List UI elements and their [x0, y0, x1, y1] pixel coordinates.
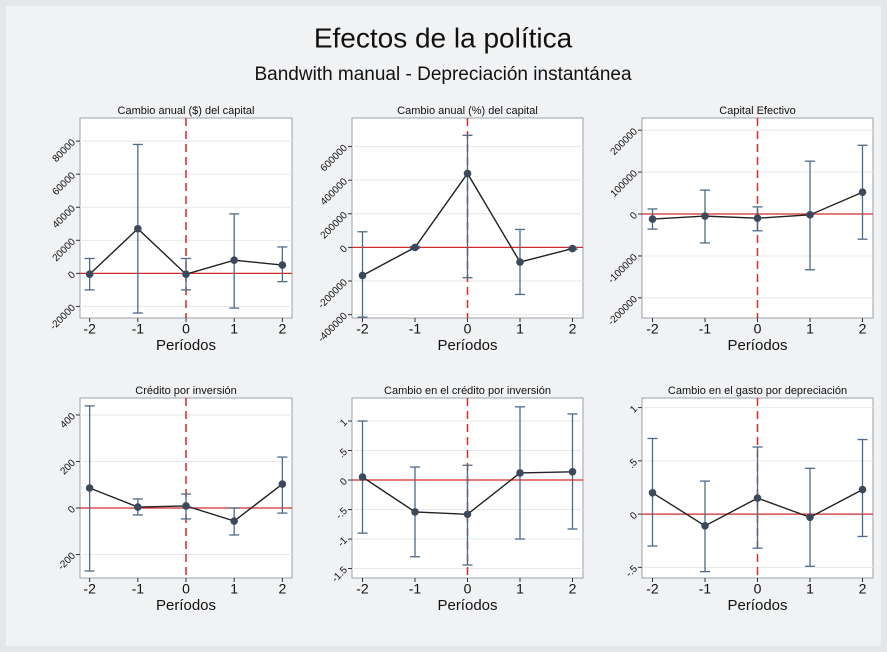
x-tick-label: 2 — [278, 581, 286, 597]
point — [568, 244, 577, 253]
x-tick-label: 0 — [464, 581, 472, 597]
point — [278, 261, 287, 269]
x-tick-label: -1 — [132, 581, 145, 597]
point — [648, 488, 657, 497]
x-tick-label: 1 — [806, 581, 814, 597]
point — [463, 510, 472, 519]
x-tick-label: 1 — [230, 321, 238, 337]
subplot-title: Crédito por inversión — [135, 385, 237, 397]
point — [806, 513, 814, 522]
point — [463, 169, 472, 178]
x-tick-label: 0 — [182, 321, 190, 337]
point — [753, 214, 762, 223]
x-axis-label: Períodos — [437, 337, 497, 354]
x-tick-label: -2 — [356, 581, 369, 597]
x-axis-label: Períodos — [727, 597, 787, 614]
x-axis-label: Períodos — [437, 597, 497, 614]
x-tick-label: 2 — [859, 581, 867, 597]
point — [182, 270, 190, 278]
x-tick-label: 0 — [754, 581, 762, 597]
x-tick-label: 1 — [516, 581, 524, 597]
x-axis-label: Períodos — [727, 337, 787, 354]
x-tick-label: 0 — [754, 321, 762, 337]
point — [230, 517, 238, 525]
x-tick-label: 2 — [569, 581, 577, 597]
subplot-title: Cambio anual ($) del capital — [118, 105, 255, 117]
point — [701, 212, 709, 220]
x-tick-label: -1 — [699, 321, 712, 337]
chart-title: Efectos de la política — [314, 22, 573, 53]
x-tick-label: 1 — [806, 321, 814, 337]
point — [858, 485, 867, 494]
x-tick-label: 1 — [516, 321, 524, 337]
x-axis-label: Períodos — [156, 337, 216, 354]
x-tick-label: -2 — [83, 581, 96, 597]
point — [411, 508, 419, 516]
subplot-title: Cambio en el gasto por depreciación — [668, 385, 847, 397]
x-tick-label: -2 — [646, 321, 659, 337]
x-tick-label: -1 — [699, 581, 712, 597]
x-tick-label: 2 — [278, 321, 286, 337]
x-tick-label: -1 — [409, 321, 422, 337]
x-tick-label: 2 — [859, 321, 867, 337]
point — [85, 484, 94, 492]
point — [858, 188, 867, 197]
x-tick-label: 0 — [182, 581, 190, 597]
point — [182, 502, 190, 510]
x-tick-label: -1 — [409, 581, 422, 597]
x-tick-label: 2 — [569, 321, 577, 337]
point — [230, 256, 238, 264]
point — [648, 215, 657, 223]
subplot-title: Cambio en el crédito por inversión — [384, 385, 551, 397]
x-tick-label: -1 — [132, 321, 145, 337]
point — [701, 522, 709, 530]
point — [358, 271, 367, 280]
subplot-title: Cambio anual (%) del capital — [397, 105, 538, 117]
x-tick-label: -2 — [83, 321, 96, 337]
x-tick-label: 0 — [464, 321, 472, 337]
point — [516, 469, 524, 477]
x-tick-label: -2 — [356, 321, 369, 337]
x-tick-label: -2 — [646, 581, 659, 597]
point — [278, 480, 287, 488]
x-tick-label: 1 — [230, 581, 238, 597]
point — [85, 270, 94, 278]
point — [134, 224, 142, 233]
point — [806, 211, 814, 219]
point — [411, 243, 419, 252]
point — [516, 258, 524, 266]
point — [134, 503, 142, 511]
x-axis-label: Períodos — [156, 597, 216, 614]
error-bar — [462, 134, 473, 279]
point — [753, 494, 762, 502]
point — [358, 473, 367, 481]
subplot-title: Capital Efectivo — [719, 105, 795, 117]
chart-subtitle: Bandwith manual - Depreciación instantán… — [254, 64, 631, 85]
point — [568, 467, 577, 476]
